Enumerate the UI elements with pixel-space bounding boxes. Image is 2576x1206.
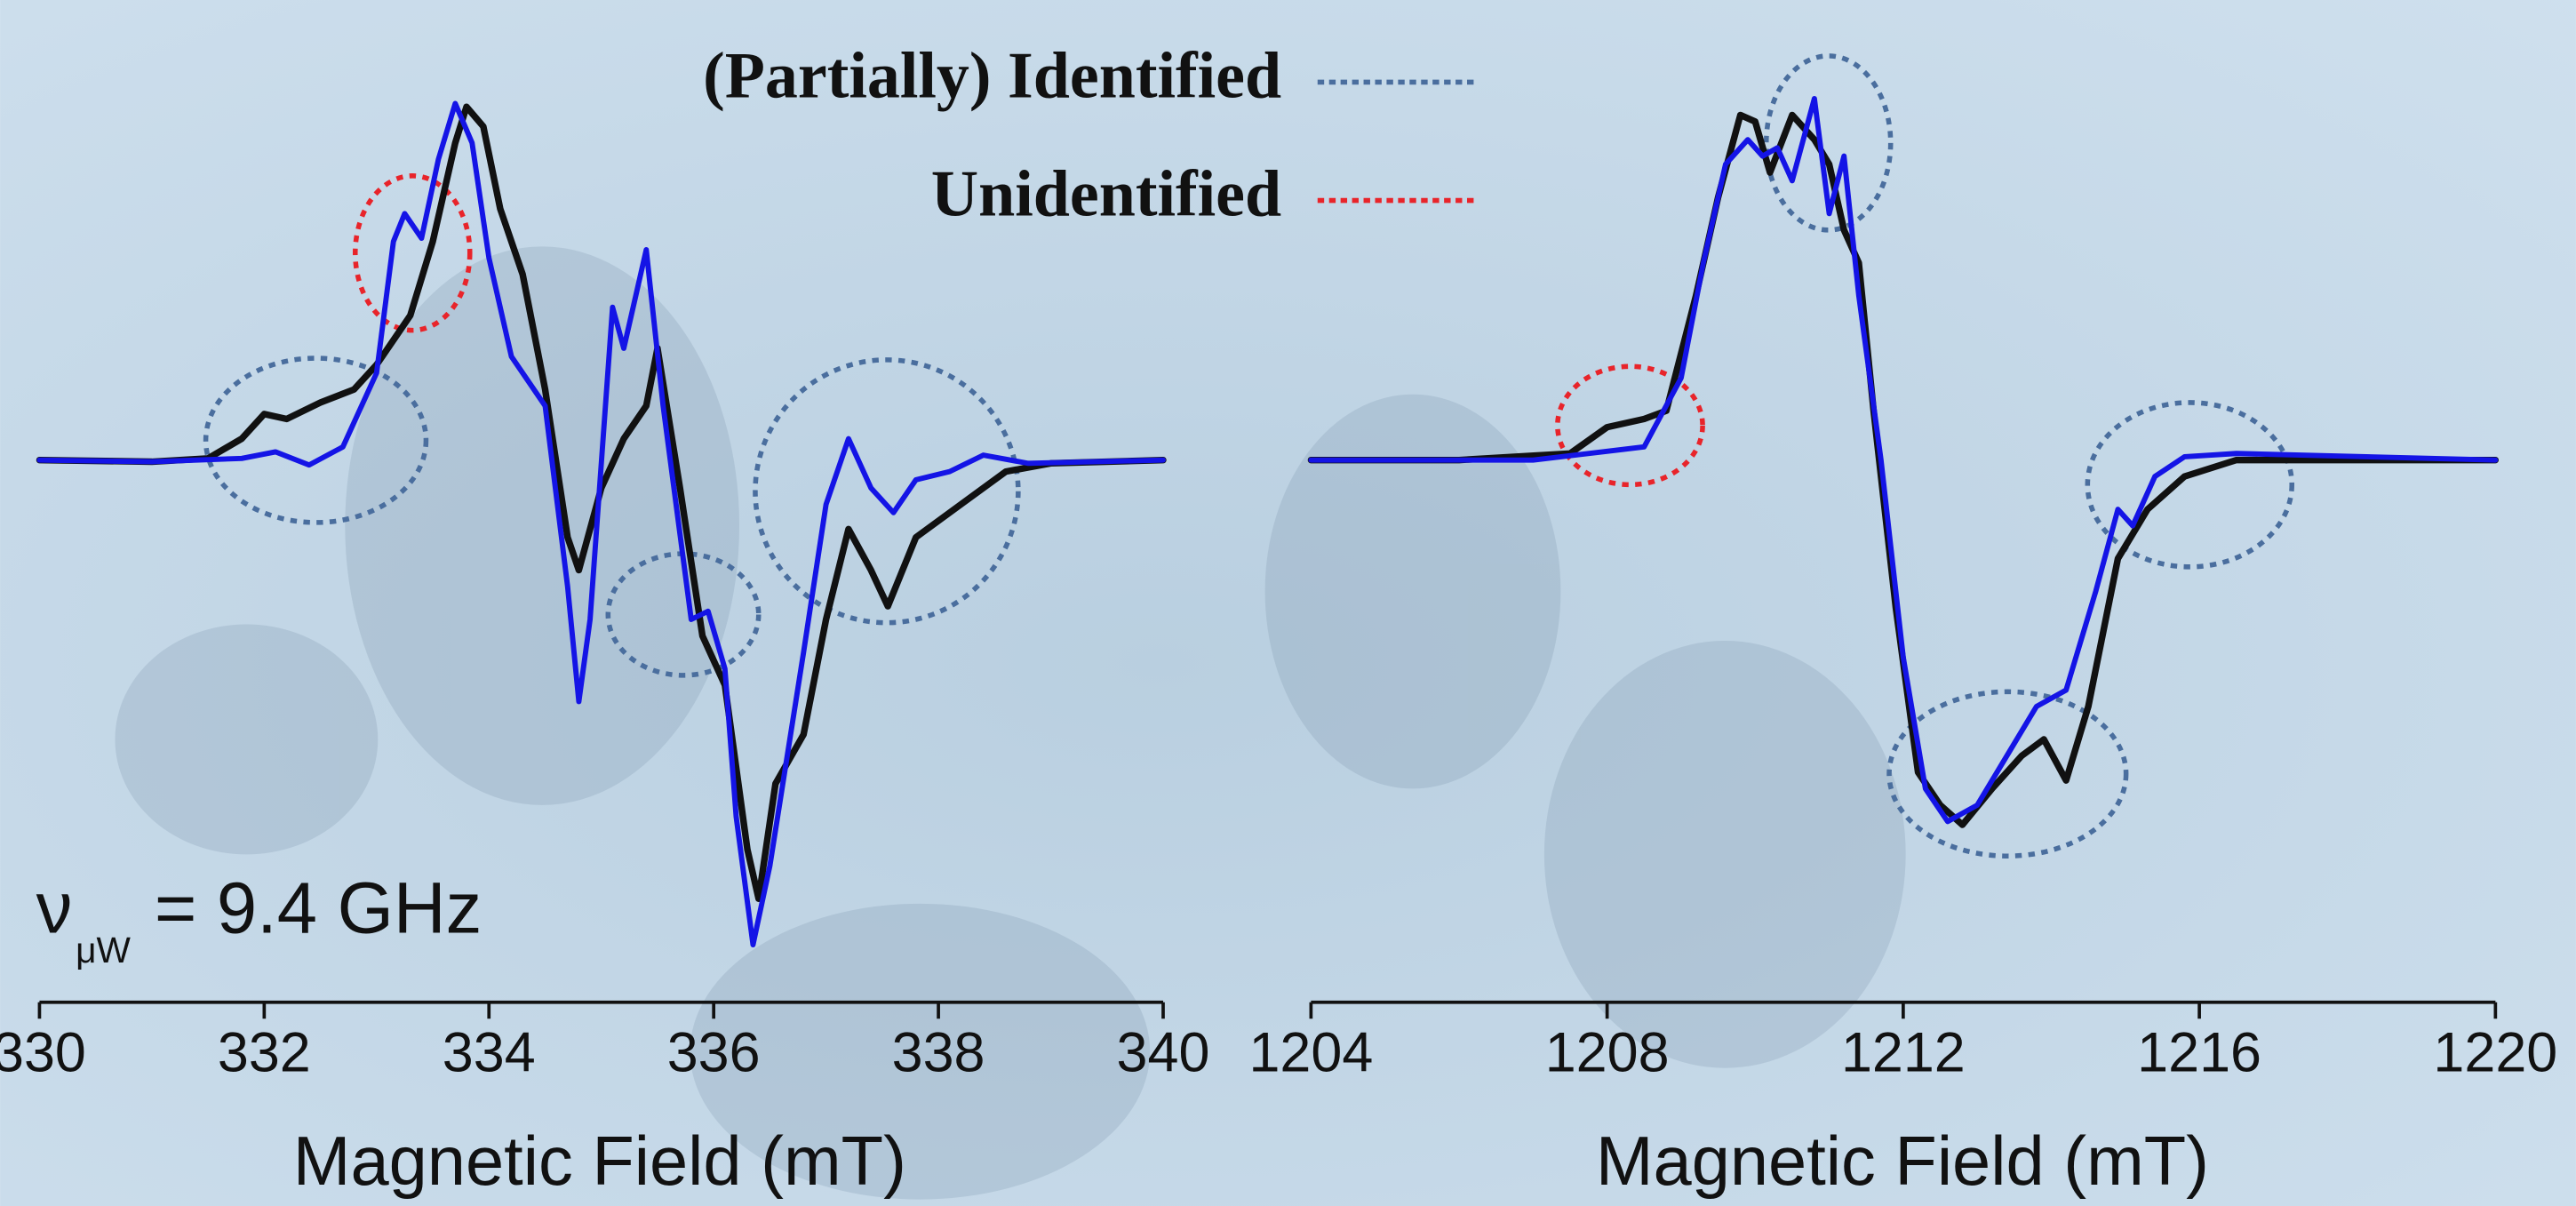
x-tick-label: 338 xyxy=(892,1021,985,1083)
x-tick-label: 1204 xyxy=(1248,1021,1373,1083)
highlight-region xyxy=(753,357,1021,626)
highlight-region xyxy=(2085,400,2295,570)
spectrum-line xyxy=(1308,95,2499,825)
legend-label: Unidentified xyxy=(931,157,1281,230)
x-axis-title: Magnetic Field (mT) xyxy=(293,1123,906,1200)
x-tick-label: 1208 xyxy=(1545,1021,1670,1083)
annotation-symbol: ν xyxy=(36,867,73,948)
highlight-region xyxy=(1763,53,1894,233)
x-tick-label: 1212 xyxy=(1841,1021,1966,1083)
x-tick-label: 340 xyxy=(1117,1021,1210,1083)
x-tick-label: 1220 xyxy=(2433,1021,2557,1083)
highlight-region xyxy=(1886,689,2129,859)
highlight-region xyxy=(203,355,429,525)
highlight-region xyxy=(353,173,473,333)
spectrum-line xyxy=(36,100,1166,948)
x-axis-title: Magnetic Field (mT) xyxy=(1596,1123,2209,1200)
x-tick-label: 330 xyxy=(0,1021,86,1083)
x-tick-label: 332 xyxy=(218,1021,311,1083)
legend-label: (Partially) Identified xyxy=(703,38,1281,111)
x-tick-label: 334 xyxy=(443,1021,536,1083)
x-tick-label: 1216 xyxy=(2137,1021,2261,1083)
annotation-text: = 9.4 GHz xyxy=(155,867,482,948)
x-tick-label: 336 xyxy=(667,1021,761,1083)
annotation-subscript: μW xyxy=(76,930,131,970)
highlight-region xyxy=(1555,363,1705,488)
